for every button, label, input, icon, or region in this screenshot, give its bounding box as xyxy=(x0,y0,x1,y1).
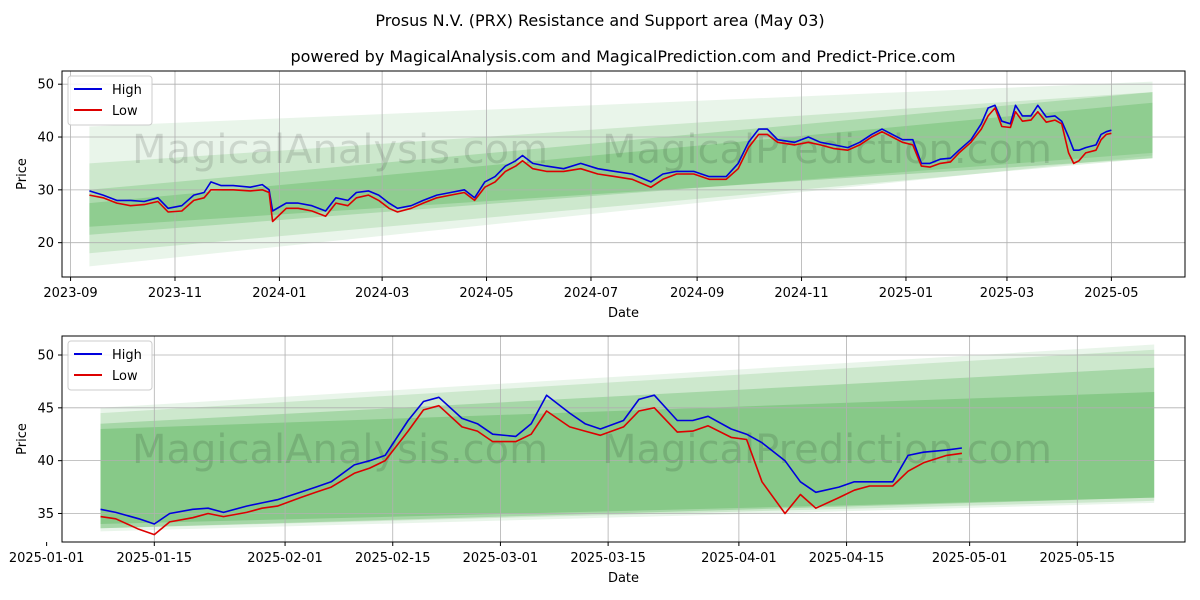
top-xtick-label-3: 2024-03 xyxy=(355,286,409,301)
bottom-y-axis-label: Price xyxy=(15,423,30,455)
bottom-xtick-label-1: 2025-01-15 xyxy=(117,551,193,566)
top-xtick-label-8: 2025-01 xyxy=(879,286,933,301)
bottom-band-3 xyxy=(100,392,1155,524)
top-ytick-label-3: 50 xyxy=(37,78,54,93)
top-xtick-label-9: 2025-03 xyxy=(980,286,1034,301)
top-legend: High Low xyxy=(67,75,153,126)
bottom-xtick-label-9: 2025-05-15 xyxy=(1040,551,1116,566)
bottom-watermark-1: MagicalPrediction.com xyxy=(602,427,1052,473)
bottom-legend-label-high: High xyxy=(112,348,142,363)
top-ytick-label-1: 30 xyxy=(37,183,54,198)
bottom-x-axis-label: Date xyxy=(608,571,639,586)
bottom-ytick-label-3: 50 xyxy=(37,349,54,364)
bottom-series-low-line xyxy=(100,404,963,536)
top-xtick-label-0: 2023-09 xyxy=(43,286,97,301)
top-watermark-0: MagicalAnalysis.com xyxy=(132,127,548,173)
top-ytick-label-0: 20 xyxy=(37,236,54,251)
bottom-watermark-0: MagicalAnalysis.com xyxy=(132,427,548,473)
top-frame xyxy=(61,70,1186,278)
bottom-legend-label-low: Low xyxy=(112,369,138,384)
top-band-0 xyxy=(89,81,1153,267)
bottom-xtick-label-3: 2025-02-15 xyxy=(355,551,431,566)
bottom-ytick-label-1: 40 xyxy=(37,454,54,469)
bottom-xtick-label-5: 2025-03-15 xyxy=(570,551,646,566)
top-xtick-label-7: 2024-11 xyxy=(774,286,828,301)
top-y-axis-label: Price xyxy=(15,158,30,190)
top-legend-label-high: High xyxy=(112,83,142,98)
top-xtick-label-1: 2023-11 xyxy=(148,286,202,301)
top-plot-area: MagicalAnalysis.com MagicalPrediction.com xyxy=(62,71,1185,277)
bottom-frame xyxy=(61,335,1186,543)
bottom-xtick-label-2: 2025-02-01 xyxy=(247,551,323,566)
top-xtick-label-2: 2024-01 xyxy=(252,286,306,301)
top-x-axis-label: Date xyxy=(608,306,639,321)
bottom-xtick-label-6: 2025-04-01 xyxy=(701,551,777,566)
chart-subtitle: powered by MagicalAnalysis.com and Magic… xyxy=(290,47,955,66)
bottom-panel: MagicalAnalysis.com MagicalPrediction.com… xyxy=(9,335,1186,586)
top-watermark-1: MagicalPrediction.com xyxy=(602,127,1052,173)
bottom-ytick-label-2: 45 xyxy=(37,401,54,416)
bottom-xtick-label-7: 2025-04-15 xyxy=(809,551,885,566)
bottom-xtick-label-0: 2025-01-01 xyxy=(9,551,85,566)
bottom-xtick-label-8: 2025-05-01 xyxy=(932,551,1008,566)
bottom-xtick-label-4: 2025-03-01 xyxy=(463,551,539,566)
bottom-ytick-label-0: 35 xyxy=(37,507,54,522)
bottom-band-1 xyxy=(100,349,1155,529)
top-xtick-label-6: 2024-09 xyxy=(670,286,724,301)
top-ytick-label-2: 40 xyxy=(37,131,54,146)
bottom-series-high-line xyxy=(100,394,963,525)
top-legend-label-low: Low xyxy=(112,104,138,119)
bottom-plot-area: MagicalAnalysis.com MagicalPrediction.com xyxy=(62,336,1185,542)
top-panel: MagicalAnalysis.com MagicalPrediction.com… xyxy=(15,70,1186,321)
top-xtick-label-10: 2025-05 xyxy=(1084,286,1138,301)
top-xtick-label-4: 2024-05 xyxy=(459,286,513,301)
top-series-low-line xyxy=(89,107,1112,223)
chart-title: Prosus N.V. (PRX) Resistance and Support… xyxy=(375,11,824,30)
bottom-legend: High Low xyxy=(67,340,153,391)
bottom-band-0 xyxy=(100,344,1155,532)
top-xtick-label-5: 2024-07 xyxy=(564,286,618,301)
